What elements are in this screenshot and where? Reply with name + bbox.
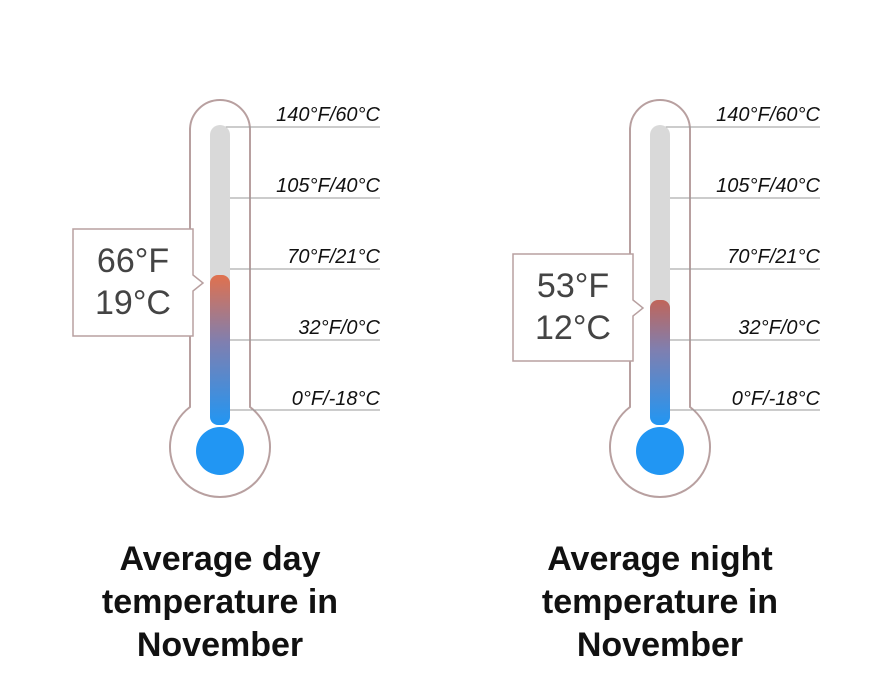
scale-lines (220, 126, 380, 411)
scale-lines (660, 126, 820, 411)
thermometer-day: 140°F/60°C 105°F/40°C 70°F/21°C 32°F/0°C… (60, 99, 380, 667)
mercury-bulb (196, 427, 244, 475)
scale-label: 0°F/-18°C (291, 388, 380, 410)
reading-callout-box (72, 228, 205, 337)
mercury-bulb (636, 427, 684, 475)
scale-label: 32°F/0°C (738, 317, 820, 339)
scale-label: 70°F/21°C (727, 246, 820, 268)
scale-label: 0°F/-18°C (731, 388, 820, 410)
caption-line: November (576, 626, 744, 664)
reading-fahrenheit: 53°F (536, 267, 610, 305)
thermometer-night: 140°F/60°C 105°F/40°C 70°F/21°C 32°F/0°C… (440, 0, 880, 680)
reading-celsius: 19°C (95, 284, 171, 322)
reading-celsius: 12°C (535, 309, 611, 347)
reading-fahrenheit: 66°F (96, 242, 170, 280)
mercury-column (650, 300, 670, 425)
scale-label: 105°F/40°C (716, 175, 820, 197)
caption-line: November (136, 626, 304, 664)
scale-label: 140°F/60°C (716, 104, 820, 126)
scale-label: 140°F/60°C (276, 104, 380, 126)
mercury-column (210, 275, 230, 425)
reading-callout: 66°F 19°C (73, 240, 193, 324)
caption-line: Average day (119, 540, 321, 578)
scale-label: 105°F/40°C (276, 175, 380, 197)
thermometer-caption: Average night temperature in November (500, 538, 820, 667)
caption-line: Average night (547, 540, 773, 578)
thermometer-caption: Average day temperature in November (60, 538, 380, 667)
thermometer-night-graphic (512, 99, 820, 498)
caption-line: temperature in (541, 583, 779, 621)
scale-label: 70°F/21°C (287, 246, 380, 268)
reading-callout: 53°F 12°C (513, 265, 633, 349)
caption-line: temperature in (101, 583, 339, 621)
scale-label: 32°F/0°C (298, 317, 380, 339)
reading-callout-box (512, 253, 645, 362)
thermometer-day-graphic (72, 99, 380, 498)
